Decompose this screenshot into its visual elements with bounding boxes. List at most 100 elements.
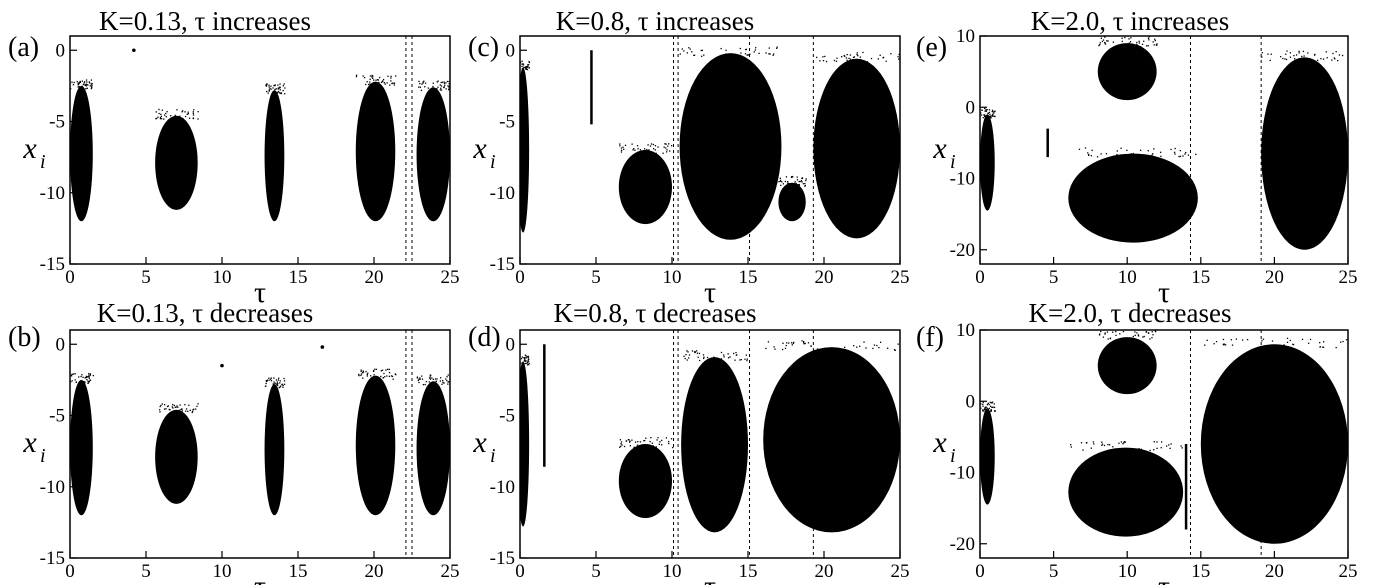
data-point [279,89,281,91]
data-point [163,118,165,120]
data-point [1136,43,1138,46]
data-point [187,111,189,113]
y-tick-label: -15 [40,254,65,275]
data-point [420,89,423,92]
data-point [822,60,825,62]
data-point [362,370,364,372]
data-point [993,406,996,409]
data-point [518,61,519,62]
data-point [390,75,392,78]
data-point [424,86,426,88]
data-point [168,408,170,411]
data-point [1129,154,1131,157]
data-point [686,52,688,54]
y-axis-label-subscript: i [490,445,496,467]
data-point [1133,339,1136,342]
y-axis-label: x [472,426,487,459]
data-point [1100,153,1102,155]
data-point [81,374,83,376]
data-point [984,115,986,118]
data-point [1295,54,1298,56]
data-point [369,81,371,83]
data-point [859,345,861,347]
data-point [284,87,286,89]
data-point [623,148,625,150]
data-point [176,109,178,111]
y-axis-label-subscript: i [950,445,956,467]
data-point [651,442,653,444]
data-point [367,83,370,86]
data-point [1126,149,1128,152]
data-point [985,109,987,111]
x-axis-label: τ [254,276,266,309]
data-point [1316,59,1319,62]
data-point [1179,155,1182,158]
data-point [745,48,747,51]
data-point [1107,443,1109,446]
data-point [863,341,865,343]
data-point [1126,450,1128,452]
data-point [980,403,982,405]
data-point [1345,339,1348,341]
data-point [432,378,434,381]
data-point [160,118,163,120]
panel-title: K=2.0, τ decreases [1028,298,1231,328]
data-point [283,383,286,385]
data-point [1138,42,1141,44]
data-point [1138,40,1140,42]
data-point [740,52,742,54]
data-point [980,112,982,114]
data-point [769,53,771,55]
chaotic-band [618,444,673,519]
data-point [1141,43,1144,45]
data-point [418,86,420,88]
data-point [1101,40,1104,43]
data-point [982,409,984,411]
data-point [1185,151,1187,154]
data-point [755,47,757,49]
data-point [280,92,282,95]
data-point [163,408,166,410]
data-point [836,57,838,59]
data-point [159,409,161,411]
data-point [184,404,186,406]
data-point [521,65,523,68]
data-point [182,118,184,120]
data-point [1126,337,1128,340]
data-point [444,84,446,86]
data-point [1179,149,1182,152]
data-point [388,371,391,374]
data-point [1104,36,1106,38]
data-point [628,441,631,443]
data-point [1170,148,1172,151]
y-tick-label: 0 [56,334,66,355]
data-point [1106,331,1109,333]
data-point [432,88,434,90]
data-point [528,67,530,69]
data-point [767,341,770,343]
data-point [87,380,89,382]
data-point [1109,337,1112,340]
data-point [774,348,776,350]
data-point [279,380,281,382]
data-point [619,145,621,147]
data-point [1082,449,1084,451]
data-point [634,149,636,151]
data-point [681,48,683,50]
y-tick-label: -10 [950,463,975,484]
data-point [1156,43,1158,45]
data-point [1283,344,1285,346]
x-tick-label: 15 [739,267,758,288]
data-point [1160,447,1162,449]
data-point [1342,340,1344,343]
data-point [441,379,444,382]
x-tick-label: 15 [1191,561,1210,582]
data-point [77,84,79,86]
data-point [422,383,425,386]
data-point [727,353,729,355]
data-point [652,445,654,447]
data-point [623,445,626,448]
data-point [517,356,518,357]
data-point [848,57,850,60]
data-point [1151,337,1153,339]
